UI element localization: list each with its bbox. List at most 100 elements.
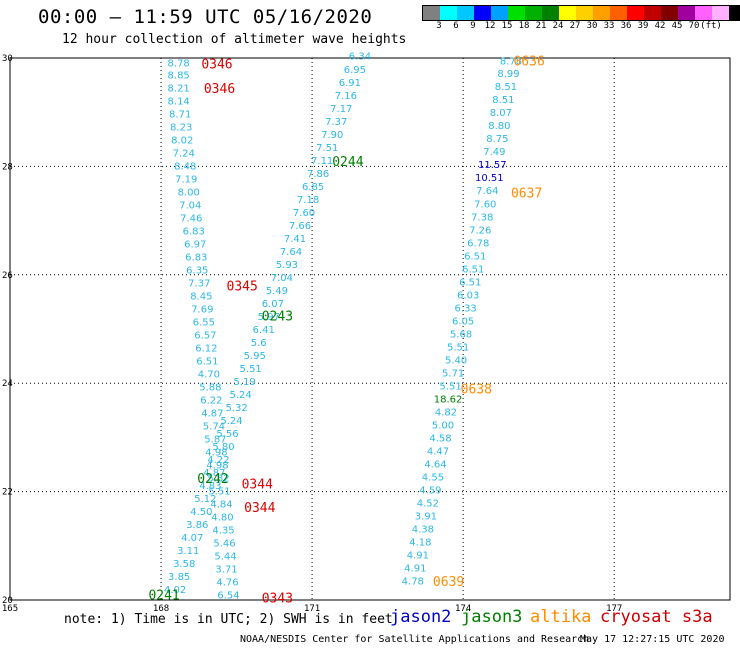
wave-height-label: 5.46 — [213, 539, 235, 550]
wave-height-label: 6.22 — [200, 395, 222, 406]
wave-height-label: 6.33 — [455, 303, 477, 314]
colorbar-swatch — [457, 6, 474, 20]
wave-height-label: 6.57 — [194, 330, 216, 341]
wave-height-label: 8.78 — [168, 58, 190, 69]
wave-height-label: 8.75 — [486, 134, 508, 145]
wave-height-label: 7.17 — [330, 104, 352, 115]
colorbar-label: 24 — [552, 21, 564, 31]
colorbar-swatch — [627, 6, 644, 20]
y-tick-label: 22 — [2, 488, 13, 498]
map-title: 00:00 – 11:59 UTC 05/16/2020 — [38, 6, 373, 28]
wave-height-label: 7.41 — [284, 234, 306, 245]
wave-height-label: 4.70 — [198, 369, 220, 380]
wave-height-label: 8.51 — [495, 82, 517, 93]
colorbar-swatch — [525, 6, 542, 20]
x-tick-label: 168 — [153, 604, 169, 614]
pass-time-label: 0346 — [204, 82, 235, 97]
wave-height-label: 7.24 — [173, 148, 195, 159]
colorbar-label: 33 — [603, 21, 615, 31]
pass-time-label: 0346 — [201, 57, 232, 72]
wave-height-label: 5.49 — [266, 286, 288, 297]
colorbar-swatch — [695, 6, 712, 20]
legend-altika: altika — [530, 607, 592, 627]
colorbar-label: 9 — [470, 21, 476, 31]
wave-height-label: 5.93 — [276, 260, 298, 271]
wave-height-label: 8.21 — [168, 83, 190, 94]
wave-height-label: 18.62 — [434, 394, 463, 405]
wave-height-label: 4.98 — [206, 461, 228, 472]
wave-height-label: 5.51 — [439, 381, 461, 392]
pass-time-label: 0343 — [262, 591, 293, 606]
wave-height-label: 5.6 — [251, 338, 267, 349]
wave-height-label: 7.90 — [321, 130, 343, 141]
wave-height-label: 7.66 — [289, 221, 311, 232]
colorbar-swatch — [474, 6, 491, 20]
wave-height-label: 4.50 — [190, 507, 212, 518]
wave-height-label: 7.64 — [280, 247, 302, 258]
wave-height-label: 8.02 — [171, 135, 193, 146]
wave-height-label: 8.85 — [168, 70, 190, 81]
wave-height-label: 5.00 — [432, 420, 454, 431]
colorbar-label: 45 — [671, 21, 683, 31]
colorbar-label: 27 — [569, 21, 581, 31]
x-tick-label: 174 — [455, 604, 471, 614]
wave-height-label: 4.02 — [164, 585, 186, 596]
wave-height-label: 7.37 — [325, 117, 347, 128]
wave-height-label: 6.83 — [183, 226, 205, 237]
wave-height-label: 4.83 — [199, 481, 221, 492]
wave-height-label: 7.69 — [191, 304, 213, 315]
wave-height-label: 6.85 — [302, 182, 324, 193]
wave-height-label: 4.35 — [212, 526, 234, 537]
colorbar-label: 15 — [501, 21, 513, 31]
wave-height-label: 7.04 — [271, 273, 293, 284]
colorbar-swatch — [661, 6, 678, 20]
wave-height-label: 5.12 — [194, 494, 216, 505]
wave-height-label: 3.11 — [177, 546, 199, 557]
colorbar-swatch — [508, 6, 525, 20]
colorbar-swatch — [644, 6, 661, 20]
y-tick-label: 28 — [2, 162, 13, 172]
wave-height-label: 6.41 — [253, 325, 275, 336]
wave-height-label: 4.98 — [205, 447, 227, 458]
colorbar-label: 36 — [620, 21, 632, 31]
wave-height-label: 5.95 — [244, 351, 266, 362]
x-tick-label: 177 — [606, 604, 622, 614]
colorbar-swatch — [610, 6, 627, 20]
wave-height-label: 8.99 — [497, 69, 519, 80]
colorbar-label: 42 — [654, 21, 666, 31]
pass-time-label: 0637 — [511, 186, 542, 201]
wave-height-label: 7.51 — [316, 143, 338, 154]
pass-time-label: 0244 — [332, 155, 363, 170]
colorbar-swatch — [712, 6, 729, 20]
wave-height-label: 8.51 — [492, 95, 514, 106]
pass-time-label: 0243 — [262, 309, 293, 324]
y-tick-label: 30 — [2, 54, 13, 64]
colorbar-swatch — [729, 6, 740, 20]
wave-height-label: 4.78 — [402, 576, 424, 587]
wave-height-label: 5.88 — [199, 382, 221, 393]
pass-time-label: 0639 — [433, 575, 464, 590]
wave-height-label: 7.60 — [474, 199, 496, 210]
colorbar-label: 39 — [637, 21, 649, 31]
wave-height-label: 8.14 — [168, 96, 190, 107]
wave-height-label: 5.56 — [216, 429, 238, 440]
wave-height-label: 3.91 — [415, 511, 437, 522]
colorbar-swatch — [678, 6, 695, 20]
wave-height-label: 4.87 — [201, 408, 223, 419]
wave-height-label: 7.18 — [297, 195, 319, 206]
wave-height-label: 5.71 — [442, 368, 464, 379]
wave-height-label: 7.19 — [175, 174, 197, 185]
wave-height-label: 4.80 — [211, 513, 233, 524]
wave-height-label: 7.38 — [471, 212, 493, 223]
wave-height-label: 10.51 — [475, 173, 504, 184]
wave-height-label: 5.32 — [225, 403, 247, 414]
colorbar-swatch — [542, 6, 559, 20]
x-tick-label: 165 — [2, 604, 18, 614]
colorbar-swatch — [576, 6, 593, 20]
pass-time-label: 0344 — [242, 477, 273, 492]
legend-cryosat-s3a: cryosat s3a — [600, 607, 713, 627]
wave-height-label: 7.16 — [335, 91, 357, 102]
colorbar-swatch — [440, 6, 457, 20]
wave-height-label: 7.60 — [293, 208, 315, 219]
y-tick-label: 20 — [2, 596, 13, 606]
